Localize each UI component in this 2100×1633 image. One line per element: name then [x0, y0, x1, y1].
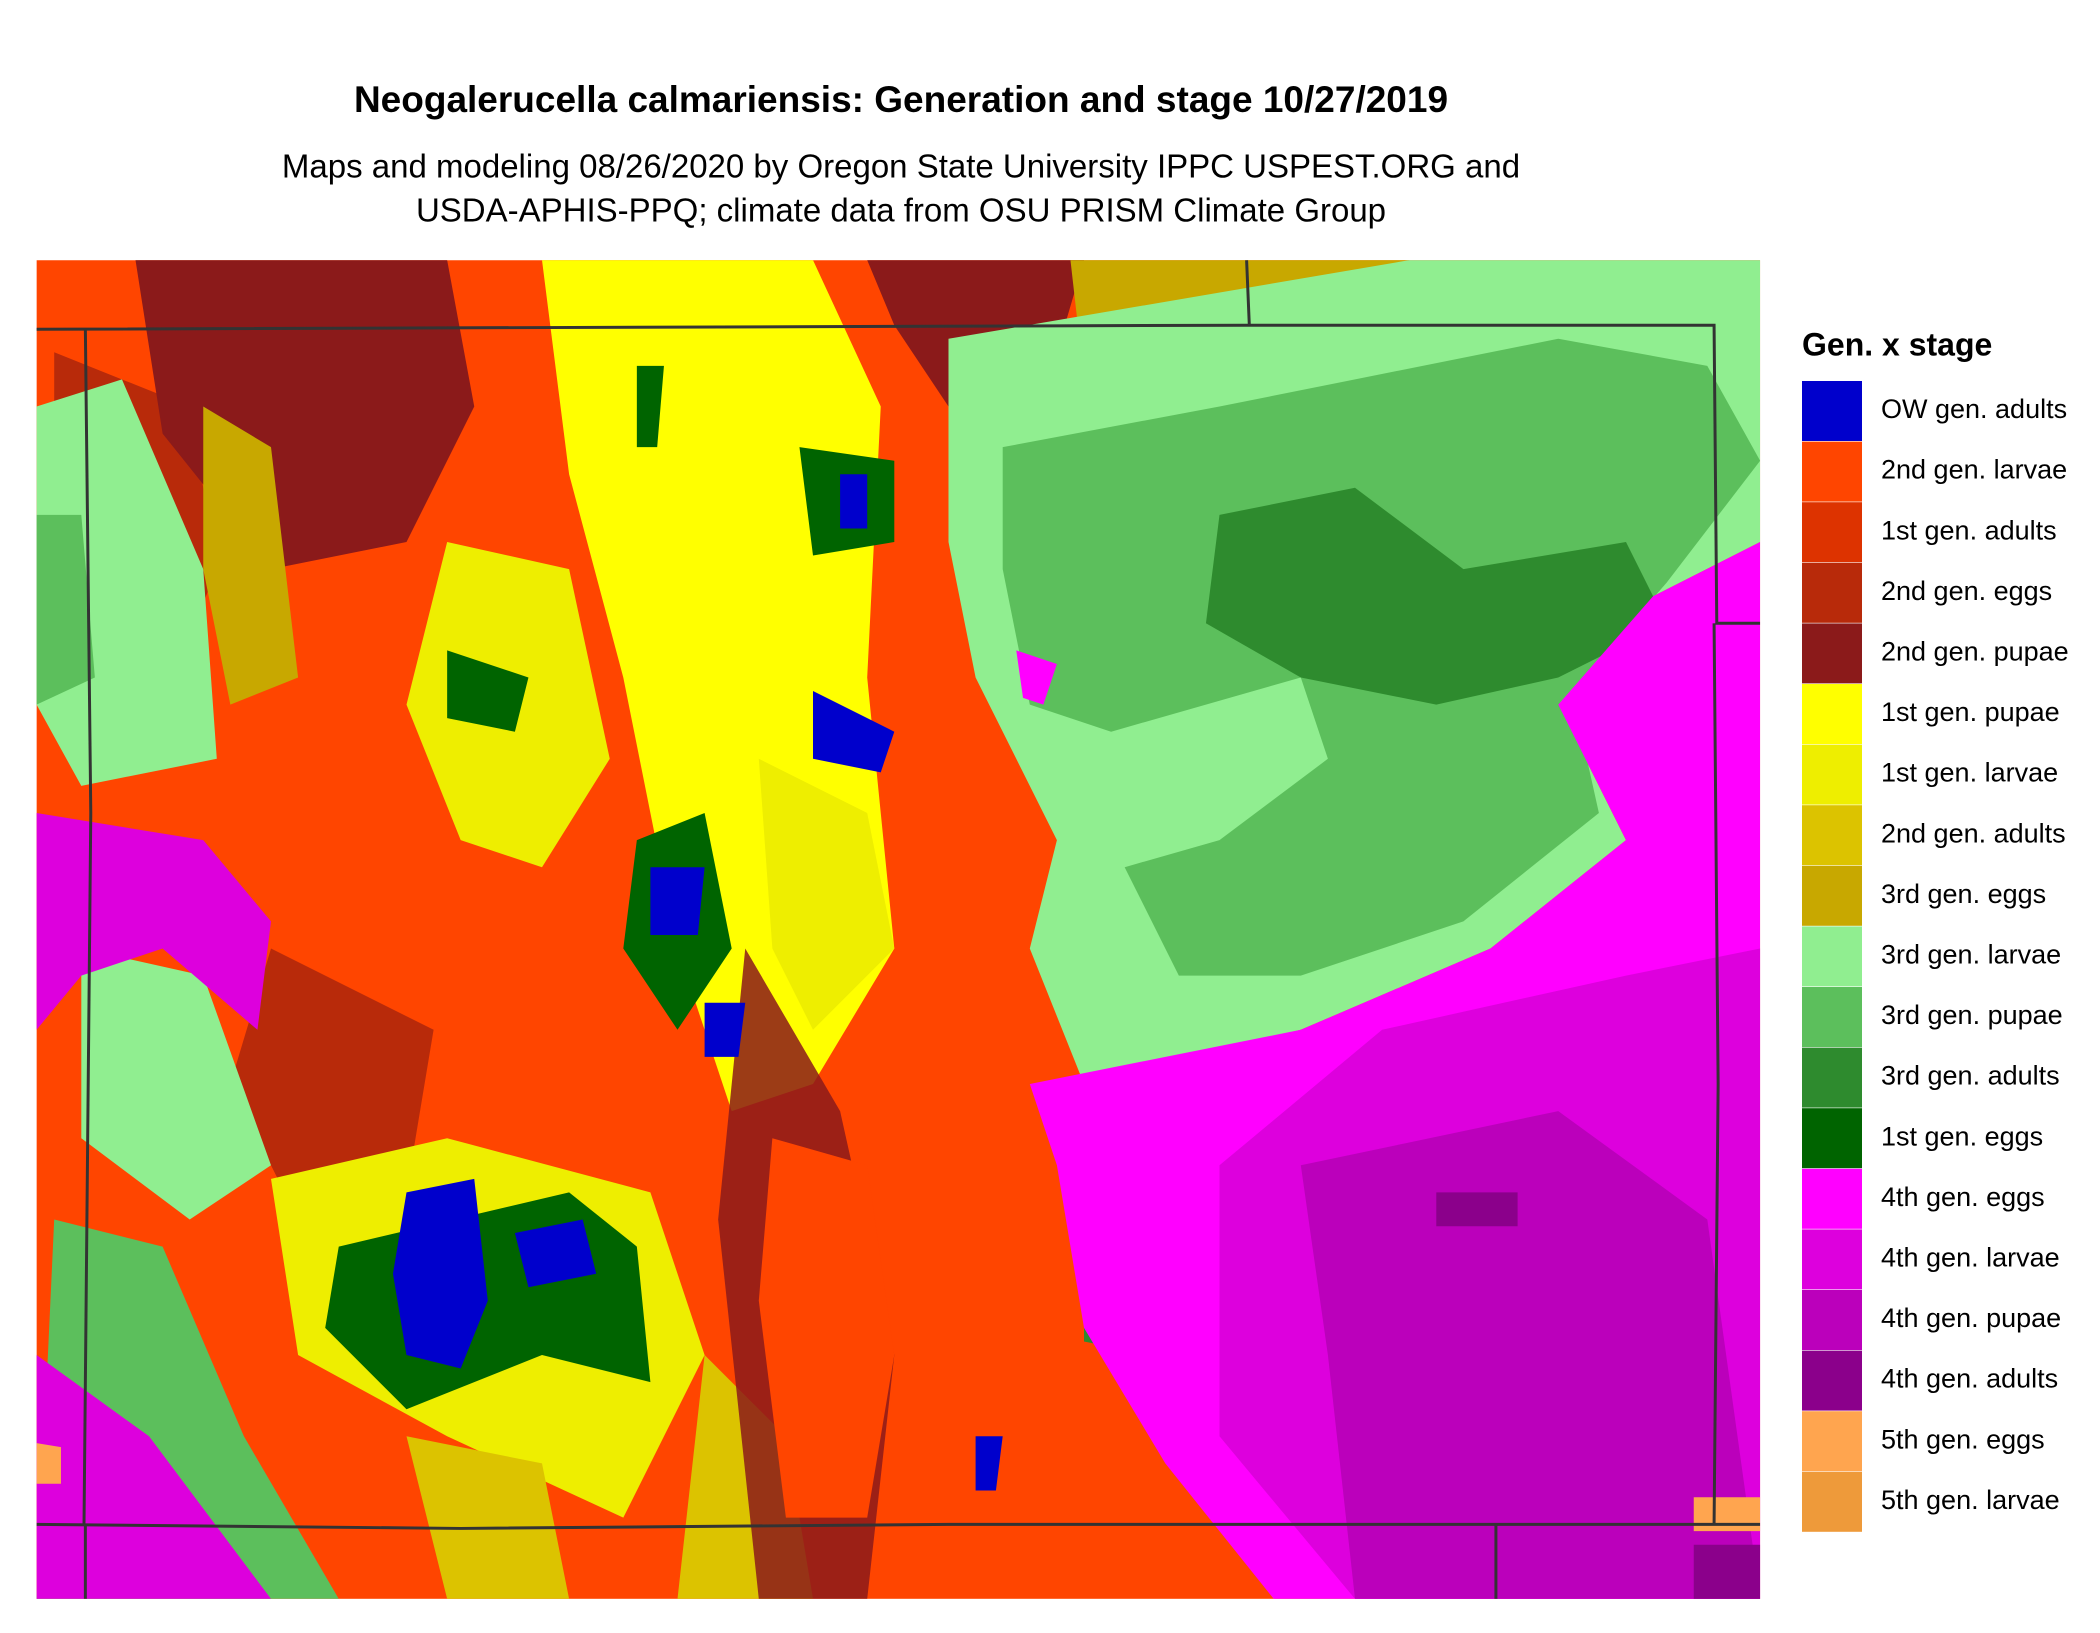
legend-swatch	[1802, 805, 1862, 866]
legend-label: 3rd gen. adults	[1881, 1061, 2060, 1091]
legend-swatch	[1802, 1047, 1862, 1108]
legend-label: OW gen. adults	[1881, 394, 2067, 424]
legend-label: 5th gen. larvae	[1881, 1485, 2060, 1515]
legend-label: 3rd gen. eggs	[1881, 879, 2046, 909]
legend-swatch	[1802, 684, 1862, 744]
legend-label: 3rd gen. larvae	[1881, 940, 2061, 970]
map-title: Neogalerucella calmariensis: Generation …	[354, 79, 1448, 120]
legend-title: Gen. x stage	[1802, 326, 1992, 362]
legend-swatch	[1802, 1108, 1862, 1169]
legend-swatch	[1802, 1471, 1862, 1532]
legend-swatch	[1802, 1411, 1862, 1472]
legend-label: 4th gen. larvae	[1881, 1243, 2060, 1273]
legend-swatch	[1802, 562, 1862, 623]
legend-swatch	[1802, 987, 1862, 1047]
legend-label: 2nd gen. larvae	[1881, 455, 2067, 485]
legend-swatch	[1802, 441, 1862, 502]
legend-swatch	[1802, 744, 1862, 805]
legend-label: 1st gen. larvae	[1881, 758, 2058, 788]
legend-label: 2nd gen. pupae	[1881, 637, 2069, 667]
legend-swatch	[1802, 381, 1862, 441]
legend-label: 1st gen. eggs	[1881, 1121, 2043, 1151]
map-subtitle: Maps and modeling 08/26/2020 by Oregon S…	[282, 148, 1520, 185]
legend-swatch	[1802, 1168, 1862, 1229]
legend-swatch	[1802, 502, 1862, 563]
legend-swatch	[1802, 1290, 1862, 1350]
legend-swatch	[1802, 1350, 1862, 1411]
legend-label: 5th gen. eggs	[1881, 1424, 2045, 1454]
map	[36, 260, 1761, 1599]
legend: OW gen. adults 2nd gen. larvae 1st gen. ad…	[1802, 381, 2069, 1532]
legend-label: 4th gen. pupae	[1881, 1303, 2061, 1333]
legend-swatch	[1802, 623, 1862, 684]
legend-swatch	[1802, 865, 1862, 926]
legend-swatch	[1802, 1229, 1862, 1290]
map-subtitle: USDA-APHIS-PPQ; climate data from OSU PR…	[416, 192, 1386, 229]
legend-label: 1st gen. pupae	[1881, 697, 2060, 727]
legend-label: 2nd gen. eggs	[1881, 576, 2052, 606]
legend-label: 4th gen. adults	[1881, 1364, 2058, 1394]
legend-label: 1st gen. adults	[1881, 515, 2057, 545]
legend-swatch	[1802, 926, 1862, 987]
legend-label: 4th gen. eggs	[1881, 1182, 2045, 1212]
legend-label: 3rd gen. pupae	[1881, 1000, 2063, 1030]
legend-label: 2nd gen. adults	[1881, 818, 2066, 848]
